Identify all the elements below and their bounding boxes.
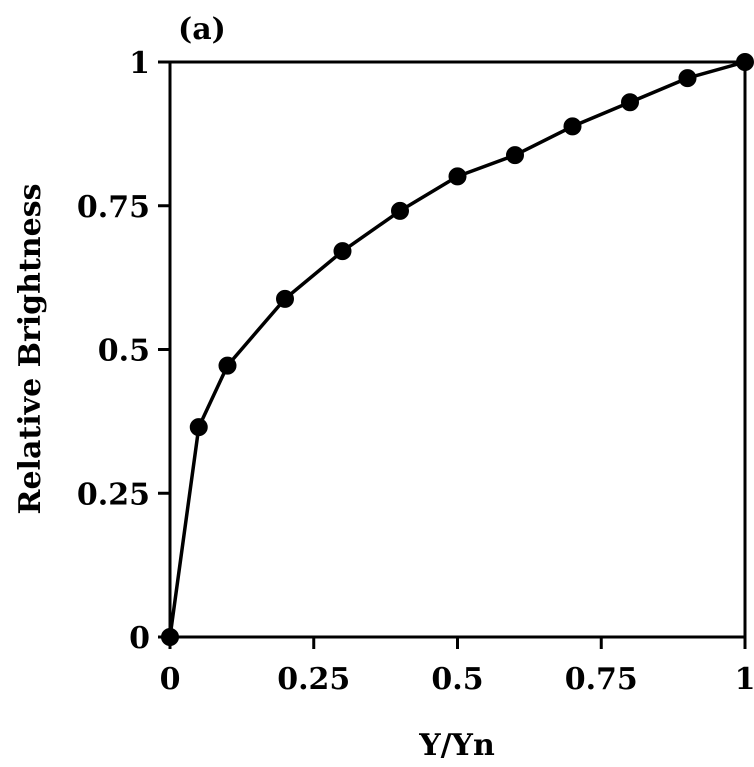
y-tick-label: 1 [129, 46, 150, 81]
y-tick-label: 0.5 [98, 334, 150, 369]
data-point [621, 93, 639, 112]
x-tick-label: 0 [160, 662, 181, 697]
panel-label: (a) [178, 12, 226, 47]
y-axis-ticks: 0 0.25 0.5 0.75 1 [77, 46, 170, 656]
x-axis-title: Y/Yn [418, 728, 495, 763]
data-point [391, 201, 409, 220]
data-point [506, 146, 524, 165]
y-axis-title: Relative Brightness [13, 184, 48, 515]
data-point [218, 356, 237, 375]
y-tick-label: 0.25 [77, 477, 150, 512]
x-tick-label: 0.75 [565, 662, 638, 697]
data-point [448, 167, 467, 186]
data-point [563, 117, 582, 136]
x-tick-label: 1 [735, 662, 754, 697]
plot-frame [168, 60, 747, 639]
series-line [168, 60, 746, 638]
data-point [161, 628, 179, 646]
data-point [276, 289, 294, 308]
x-axis-ticks: 0 0.25 0.5 0.75 1 [160, 637, 754, 697]
y-tick-label: 0.75 [77, 190, 150, 225]
data-point [678, 69, 697, 88]
data-point [189, 418, 208, 437]
x-tick-label: 0.5 [431, 662, 483, 697]
series-markers [161, 53, 754, 646]
y-tick-label: 0 [129, 621, 150, 656]
x-tick-label: 0.25 [277, 662, 350, 697]
data-point [736, 53, 754, 71]
data-point [333, 242, 352, 261]
